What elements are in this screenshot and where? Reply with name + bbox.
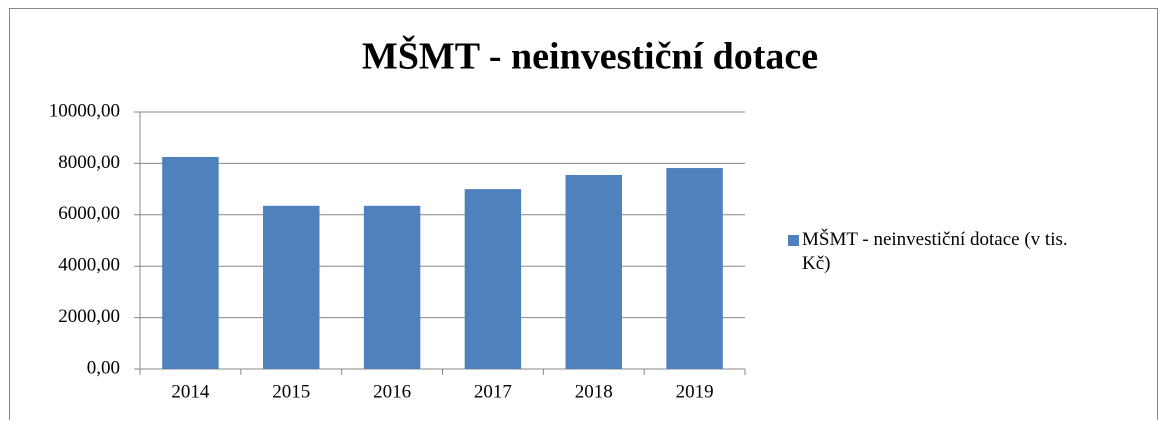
x-tick-label: 2019 xyxy=(676,381,714,402)
y-tick-label: 6000,00 xyxy=(58,203,120,224)
x-tick-label: 2017 xyxy=(474,381,512,402)
y-tick-label: 10000,00 xyxy=(49,100,120,121)
x-tick-label: 2018 xyxy=(575,381,613,402)
bar xyxy=(363,205,421,369)
legend-label: MŠMT - neinvestiční dotace (v tis. Kč) xyxy=(802,229,1068,274)
bar xyxy=(565,174,622,369)
legend-swatch xyxy=(788,235,799,246)
x-tick-label: 2015 xyxy=(272,381,310,402)
y-tick-label: 2000,00 xyxy=(58,306,120,327)
bar xyxy=(162,156,219,369)
chart-title: MŠMT - neinvestiční dotace xyxy=(362,35,818,78)
legend: MŠMT - neinvestiční dotace (v tis. Kč) xyxy=(788,228,1088,276)
bar xyxy=(464,189,522,369)
x-tick-label: 2014 xyxy=(171,381,210,402)
y-tick-label: 0,00 xyxy=(87,357,120,378)
y-tick-label: 8000,00 xyxy=(58,152,120,173)
x-tick-label: 2016 xyxy=(373,381,411,402)
y-tick-label: 4000,00 xyxy=(58,255,120,276)
bar xyxy=(666,168,723,369)
bar xyxy=(263,205,320,369)
